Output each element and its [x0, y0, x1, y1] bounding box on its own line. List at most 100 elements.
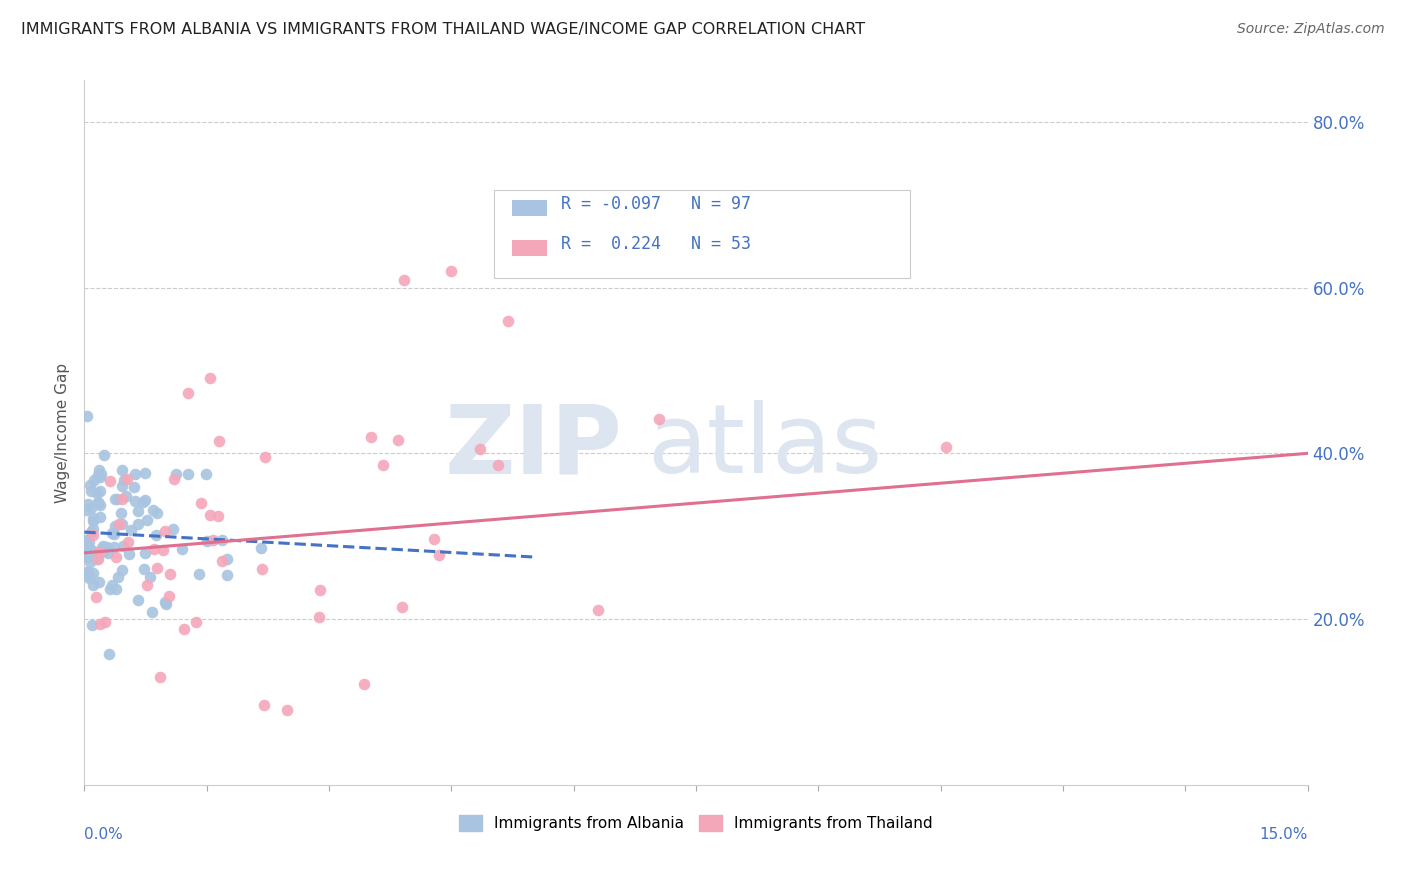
Point — [127, 504, 149, 518]
Point — [153, 524, 176, 538]
Point — [145, 528, 167, 542]
Point — [107, 517, 129, 532]
Point — [177, 386, 200, 401]
Point — [76, 549, 98, 564]
Point — [124, 467, 146, 482]
Bar — [513, 200, 547, 216]
Point — [149, 670, 172, 684]
Point — [114, 489, 136, 503]
Point — [155, 598, 177, 612]
Text: ZIP: ZIP — [444, 401, 623, 493]
Point — [89, 510, 111, 524]
Point — [98, 648, 121, 662]
Point — [89, 470, 111, 484]
Point — [82, 543, 104, 558]
Point — [89, 498, 111, 512]
Point — [82, 566, 104, 580]
Text: 15.0%: 15.0% — [1260, 827, 1308, 842]
Point — [134, 492, 156, 507]
Point — [105, 582, 128, 597]
Point — [187, 567, 209, 582]
Text: IMMIGRANTS FROM ALBANIA VS IMMIGRANTS FROM THAILAND WAGE/INCOME GAP CORRELATION : IMMIGRANTS FROM ALBANIA VS IMMIGRANTS FR… — [21, 22, 865, 37]
Point — [177, 467, 200, 481]
Point — [603, 214, 626, 228]
Point — [127, 517, 149, 532]
Point — [647, 412, 669, 426]
Point — [152, 542, 174, 557]
Text: R = -0.097   N = 97: R = -0.097 N = 97 — [561, 194, 751, 212]
Point — [104, 518, 127, 533]
Point — [76, 409, 98, 424]
Point — [89, 545, 111, 559]
Point — [208, 434, 231, 449]
Point — [96, 541, 118, 555]
Point — [117, 535, 139, 549]
Point — [101, 578, 124, 592]
Point — [360, 430, 382, 444]
Point — [105, 550, 128, 565]
Point — [82, 522, 104, 536]
Point — [75, 534, 97, 549]
Point — [87, 552, 110, 566]
Point — [127, 592, 149, 607]
Point — [207, 508, 229, 523]
Point — [215, 567, 238, 582]
Point — [79, 542, 101, 557]
Point — [276, 703, 298, 717]
Point — [131, 494, 153, 508]
Point — [86, 552, 108, 566]
Point — [110, 506, 132, 520]
Point — [202, 533, 225, 548]
Point — [112, 473, 135, 487]
Point — [93, 448, 115, 462]
Point — [97, 546, 120, 560]
Point — [120, 523, 142, 537]
Point — [195, 534, 218, 549]
Point — [87, 467, 110, 482]
Point — [87, 496, 110, 510]
Point — [98, 475, 121, 489]
Point — [134, 546, 156, 560]
Point — [142, 503, 165, 517]
Point — [75, 503, 97, 517]
Point — [89, 463, 111, 477]
Point — [387, 434, 409, 448]
Point — [103, 540, 125, 554]
Point — [115, 472, 138, 486]
Point — [111, 517, 134, 532]
Point — [253, 450, 276, 464]
Point — [89, 574, 111, 589]
Point — [101, 526, 124, 541]
Point — [198, 508, 221, 523]
Point — [165, 467, 187, 481]
Point — [118, 547, 141, 561]
Point — [79, 477, 101, 491]
Point — [157, 589, 180, 603]
Point — [103, 491, 125, 506]
Point — [155, 595, 177, 609]
Point — [422, 533, 444, 547]
Point — [190, 496, 212, 510]
Point — [172, 541, 194, 556]
Point — [80, 524, 103, 539]
Point — [159, 566, 181, 581]
Point — [134, 466, 156, 480]
Point — [79, 534, 101, 549]
Point — [309, 582, 332, 597]
Point — [440, 264, 463, 278]
Bar — [513, 240, 547, 257]
Point — [100, 582, 122, 596]
Point — [353, 677, 375, 691]
Point — [111, 563, 134, 577]
Point — [90, 467, 112, 481]
Point — [146, 506, 169, 520]
Point — [162, 522, 184, 536]
Point — [75, 533, 97, 547]
Point — [76, 568, 98, 582]
Point — [163, 472, 186, 486]
FancyBboxPatch shape — [494, 189, 910, 277]
Point — [142, 542, 165, 557]
Point — [103, 527, 125, 541]
Point — [136, 512, 159, 526]
Point — [110, 463, 132, 477]
